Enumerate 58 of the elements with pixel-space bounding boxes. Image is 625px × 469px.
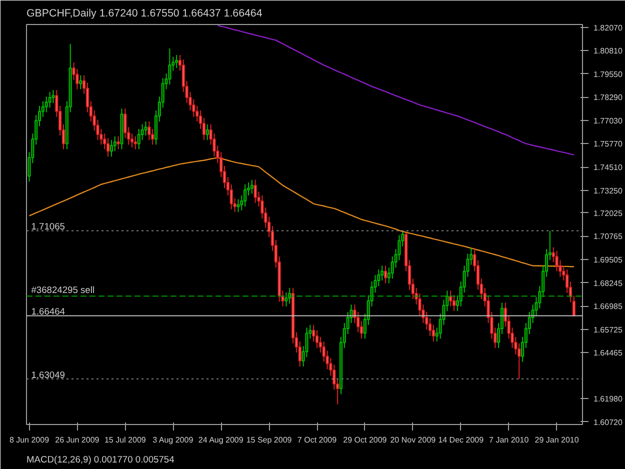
y-tick-label: 1.75770	[594, 140, 623, 149]
candlestick	[449, 290, 452, 307]
x-tick-label: 7 Jan 2010	[489, 436, 530, 444]
y-tick-label: 1.70765	[594, 232, 623, 242]
x-tick-label: 15 Sep 2009	[246, 436, 292, 444]
x-tick-label: 8 Jun 2009	[9, 436, 50, 444]
y-tick-label: 1.74510	[594, 163, 623, 172]
x-tick-label: 3 Aug 2009	[152, 436, 194, 444]
text: MACD(12,26,9) 0.001770 0.005754	[26, 454, 174, 464]
line-series	[217, 24, 575, 156]
candlestick	[134, 136, 137, 150]
candlestick	[206, 124, 209, 141]
y-tick-label: 1.66985	[594, 302, 623, 312]
ref-line-label: #36824295 sell	[31, 285, 95, 296]
ref-line-label: 1.71065	[31, 222, 65, 232]
candlestick	[116, 136, 120, 150]
candlestick	[284, 292, 288, 307]
y-tick-label: 1.77030	[594, 116, 623, 126]
candlestick	[175, 54, 178, 68]
y-tick-label: 1.79550	[594, 70, 623, 79]
y-tick-label: 1.61980	[594, 394, 623, 404]
candlestick	[254, 179, 257, 204]
candlestick	[452, 294, 456, 312]
candlestick	[48, 91, 52, 108]
candlestick	[236, 198, 240, 213]
x-tick-label: 24 Aug 2009	[198, 436, 244, 444]
candlestick	[144, 121, 148, 136]
y-tick-label: 1.69505	[594, 256, 623, 265]
candlestick	[106, 138, 110, 158]
y-tick-label: 1.60720	[594, 418, 623, 427]
y-tick-label: 1.68245	[594, 278, 623, 288]
ref-line-label: 1.66464	[31, 306, 65, 317]
candlestick	[244, 184, 247, 208]
candlestick	[137, 128, 140, 150]
ref-line-label: 1.63049	[31, 370, 65, 380]
candlestick	[168, 48, 172, 86]
candlestick	[250, 179, 254, 194]
candlestick	[384, 265, 388, 284]
y-tick-label: 1.73250	[594, 186, 623, 196]
x-tick-label: 7 Oct 2009	[297, 436, 338, 444]
candlestick	[110, 140, 113, 158]
y-tick-label: 1.72025	[594, 208, 623, 218]
candlestick	[148, 121, 151, 141]
y-tick-label: 1.65725	[594, 325, 623, 334]
candlestick	[79, 74, 82, 90]
x-tick-label: 29 Oct 2009	[343, 436, 388, 444]
chart-title: GBPCHF,Daily 1.67240 1.67550 1.66437 1.66464	[26, 8, 262, 20]
y-tick-label: 1.80810	[594, 46, 623, 56]
x-tick-label: 14 Dec 2009	[438, 436, 484, 444]
y-tick-label: 1.82070	[594, 23, 623, 32]
x-tick-label: 29 Jan 2010	[534, 436, 580, 444]
y-tick-label: 1.78290	[594, 93, 623, 102]
x-tick-label: 20 Nov 2009	[390, 436, 436, 444]
candlestick	[52, 90, 55, 104]
y-tick-label: 1.64465	[594, 348, 623, 358]
x-tick-label: 26 Jun 2009	[55, 436, 100, 444]
candlestick	[44, 96, 48, 113]
x-tick-label: 15 Jul 2009	[104, 436, 146, 444]
